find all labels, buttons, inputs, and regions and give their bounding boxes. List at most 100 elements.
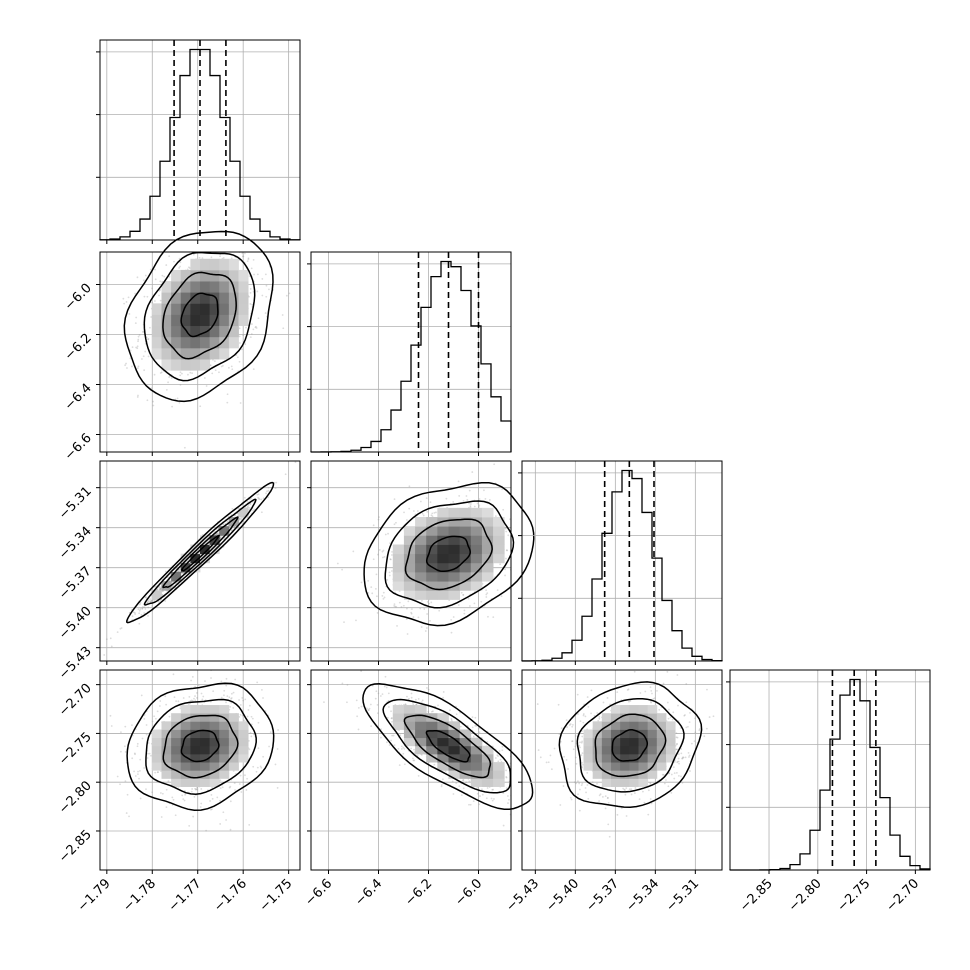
sample-point: [514, 777, 516, 779]
sample-point: [429, 501, 432, 504]
sample-point: [515, 787, 517, 789]
panel-frame: [99, 251, 301, 453]
sample-point: [381, 550, 384, 553]
sample-point: [485, 797, 488, 800]
sample-point: [478, 498, 481, 500]
density-cell: [426, 590, 438, 600]
density-cell: [392, 571, 405, 582]
density-cell: [209, 721, 220, 730]
sample-point: [416, 754, 419, 757]
sample-point: [374, 697, 377, 700]
sample-point: [410, 696, 413, 699]
sample-point: [195, 788, 198, 790]
sample-point: [201, 257, 204, 260]
sample-point: [450, 717, 453, 720]
density-cell: [437, 713, 449, 722]
x-tick-label: −1.78: [120, 876, 159, 915]
sample-point: [238, 335, 241, 338]
sample-point: [416, 510, 419, 512]
sample-point: [251, 303, 254, 306]
sample-point: [149, 600, 152, 603]
sample-point: [149, 598, 152, 601]
y-tick-label: −5.43: [56, 644, 95, 683]
sample-point: [186, 268, 189, 271]
sample-point: [125, 362, 127, 365]
sample-point: [128, 313, 131, 315]
sample-point: [233, 782, 236, 785]
density-cell: [190, 770, 201, 779]
density-cell: [171, 336, 182, 349]
sample-point: [209, 364, 212, 367]
sample-point: [472, 800, 475, 803]
sample-point: [225, 819, 227, 821]
sample-point: [175, 700, 177, 703]
sample-point: [136, 345, 139, 348]
sample-point: [403, 511, 405, 514]
sample-point: [440, 785, 443, 788]
sample-point: [239, 774, 242, 777]
sample-point: [516, 530, 518, 532]
sample-point: [234, 514, 237, 517]
sample-point: [177, 700, 180, 703]
sample-point: [452, 793, 455, 795]
sample-point: [144, 350, 147, 353]
sample-point: [211, 372, 214, 375]
sample-point: [194, 787, 196, 790]
sample-point: [239, 249, 241, 251]
sample-point: [466, 498, 469, 501]
sample-point: [200, 788, 203, 790]
sample-point: [387, 532, 389, 535]
sample-point: [475, 724, 478, 727]
sample-point: [144, 596, 147, 599]
sample-point: [285, 294, 288, 297]
density-cell: [171, 737, 182, 747]
sample-point: [537, 558, 539, 560]
sample-point: [404, 703, 407, 706]
sample-point: [500, 595, 503, 598]
sample-point: [516, 487, 518, 489]
density-cell: [190, 778, 201, 787]
density-cell: [171, 770, 182, 779]
sample-point: [190, 790, 193, 793]
sample-point: [250, 715, 253, 718]
sample-point: [158, 588, 161, 590]
sample-point: [469, 503, 472, 505]
sample-point: [388, 571, 391, 574]
sample-point: [255, 327, 258, 329]
density-cell: [161, 314, 172, 327]
sample-point: [486, 740, 489, 743]
sample-point: [391, 717, 393, 719]
y-tick-label: −2.85: [56, 827, 95, 866]
density-cell: [151, 325, 162, 338]
sample-point: [254, 326, 257, 329]
contour-2: [143, 498, 257, 606]
sample-point: [243, 719, 246, 722]
sample-point: [465, 781, 468, 784]
sample-point: [396, 625, 398, 627]
density-cell: [151, 336, 162, 349]
y-tick-label: −5.34: [56, 524, 95, 563]
sample-point: [426, 687, 428, 689]
density-cell: [200, 269, 211, 282]
density-cell: [470, 571, 483, 582]
sample-point: [519, 793, 521, 795]
sample-point: [200, 692, 203, 695]
density-cell: [403, 553, 416, 564]
sample-point: [385, 686, 388, 689]
density-cell: [459, 526, 472, 536]
sample-point: [512, 514, 514, 516]
panel-2-2: [518, 460, 723, 665]
sample-point: [288, 292, 291, 295]
sample-point: [146, 601, 149, 603]
sample-point: [249, 731, 252, 734]
density-cell: [437, 590, 449, 600]
sample-point: [143, 606, 146, 609]
sample-point: [116, 775, 119, 778]
sample-point: [143, 717, 146, 720]
sample-point: [257, 232, 259, 234]
density-cell: [238, 737, 249, 747]
sample-point: [171, 796, 174, 799]
sample-point: [508, 798, 510, 801]
sample-point: [147, 599, 150, 602]
sample-point: [167, 576, 170, 579]
